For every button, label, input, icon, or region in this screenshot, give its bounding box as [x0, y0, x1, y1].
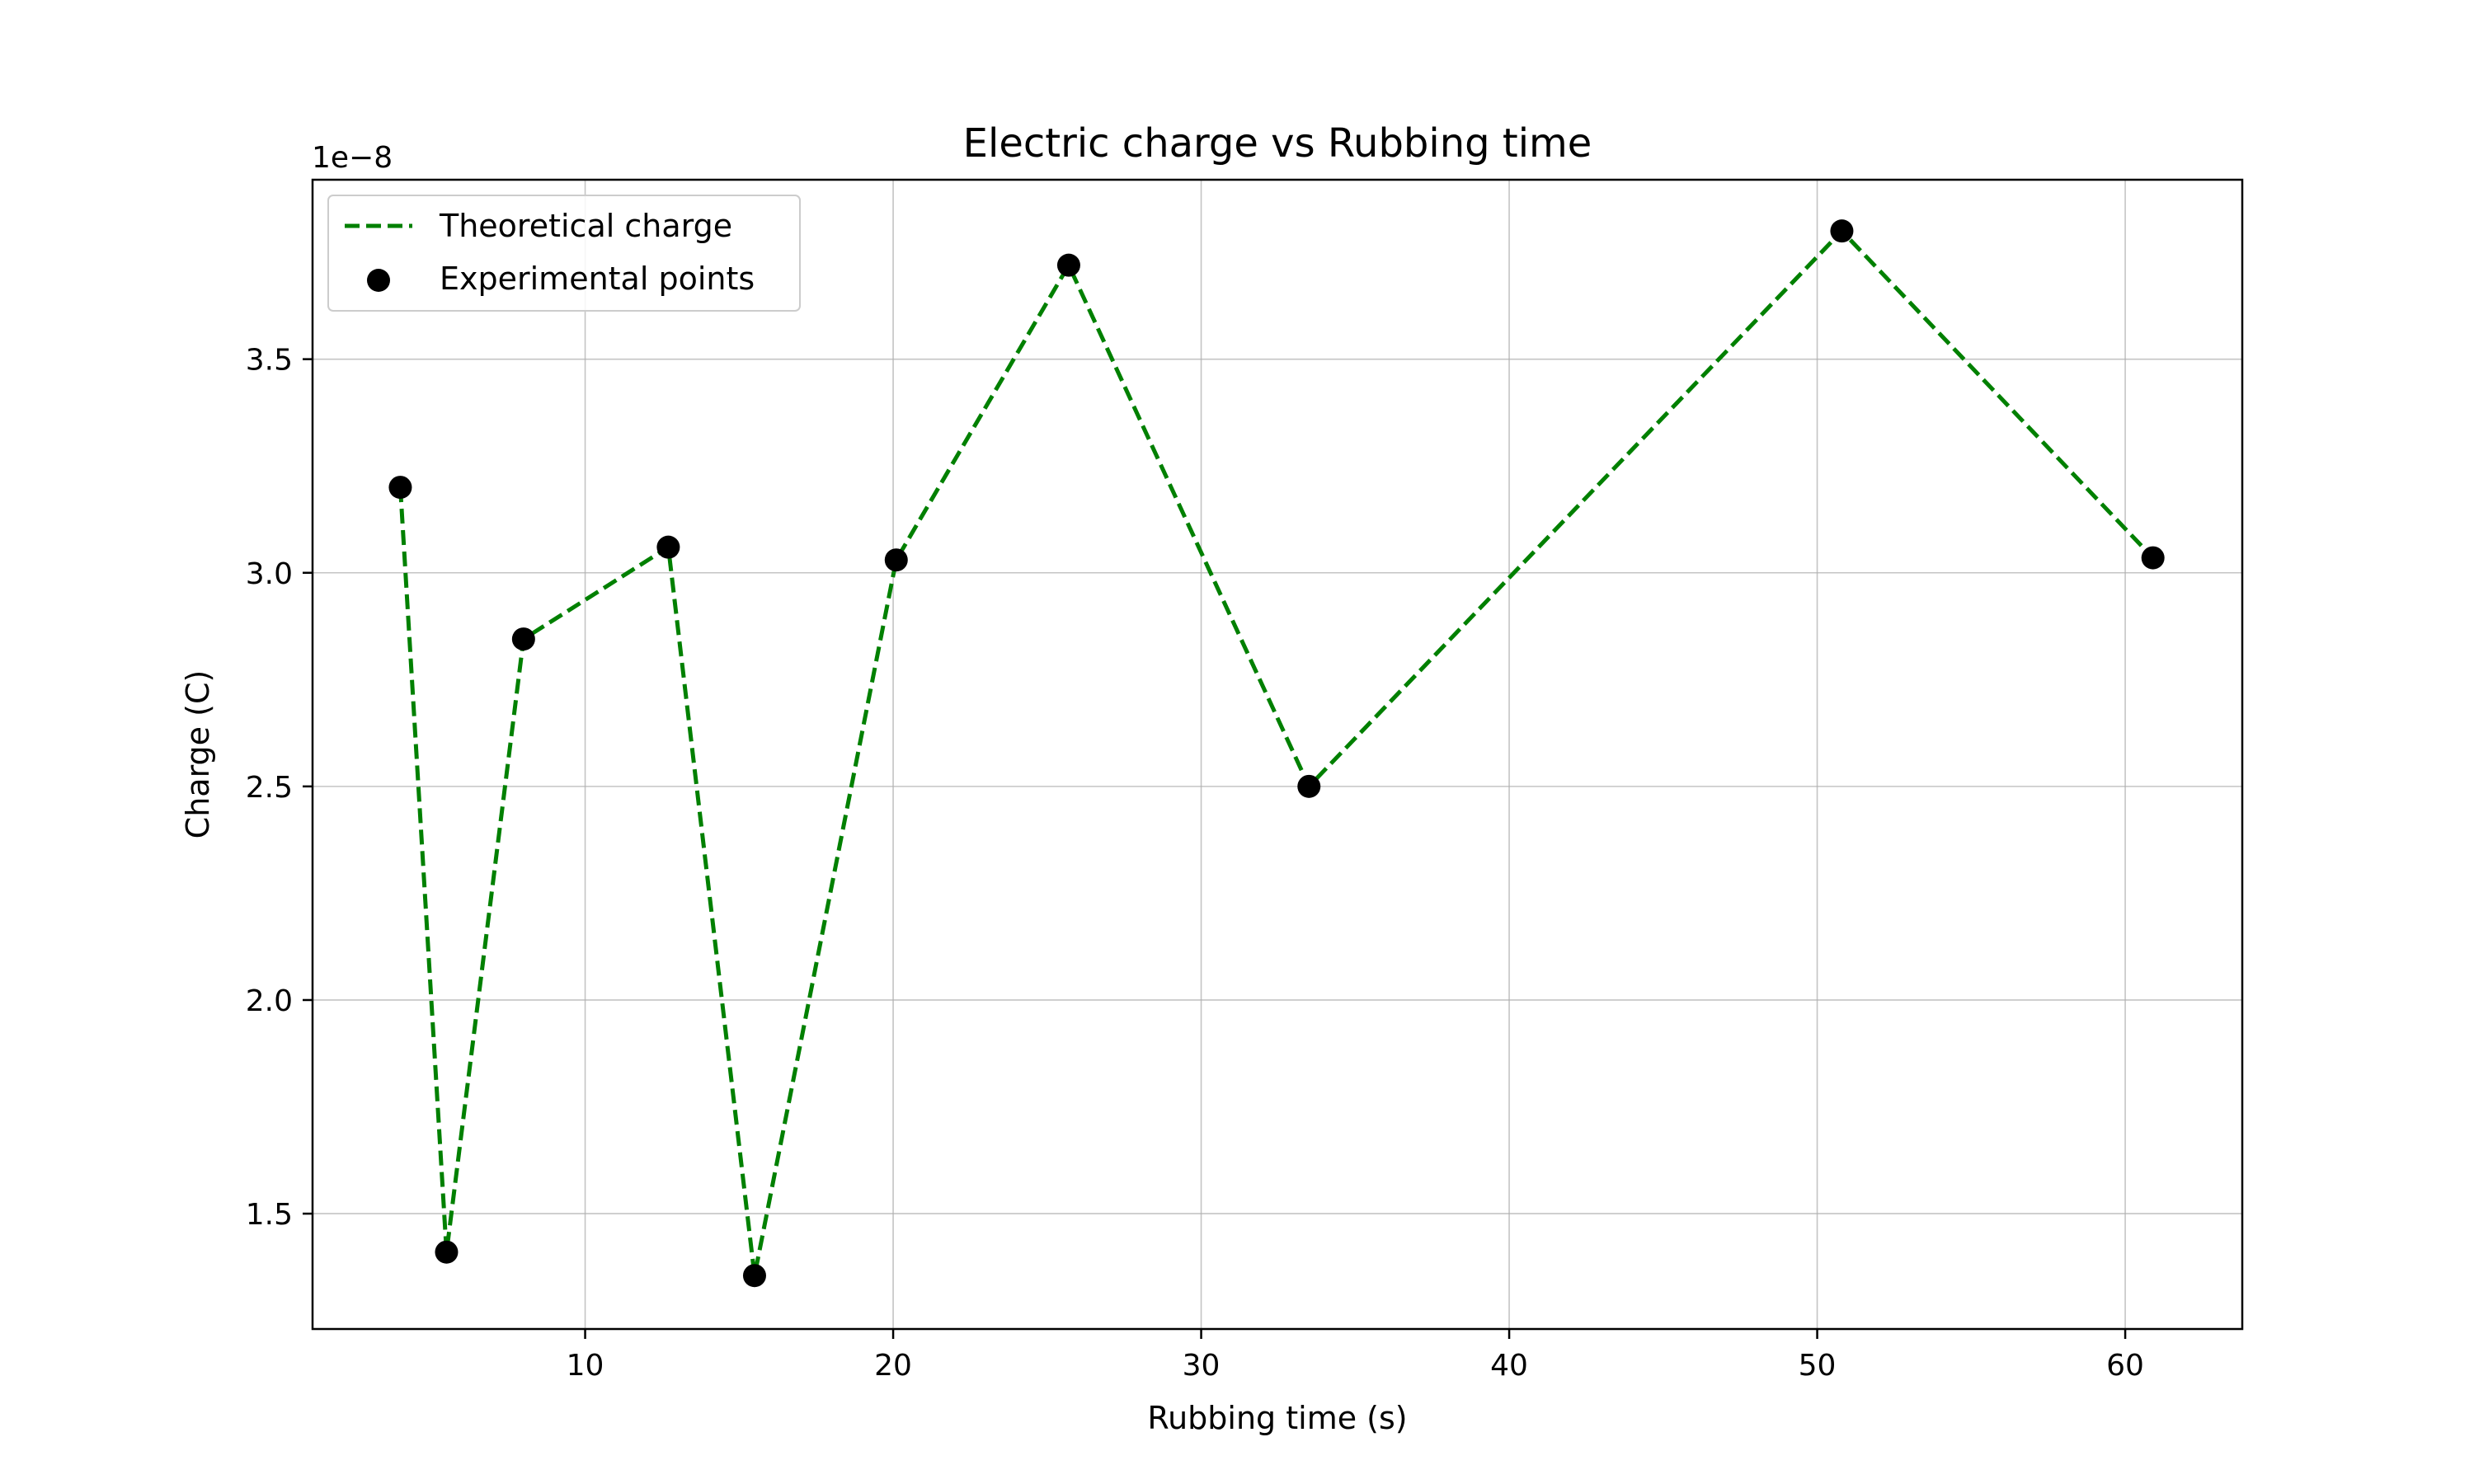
plot-frame	[311, 178, 2244, 1331]
y-tick-label: 3.0	[246, 557, 293, 591]
x-tick-label: 60	[2106, 1349, 2144, 1383]
experimental-point	[884, 548, 908, 572]
y-offset-label: 1e−8	[312, 141, 393, 175]
experimental-point	[511, 627, 535, 651]
plot-series	[388, 219, 2165, 1288]
y-tick-label: 3.5	[246, 344, 293, 378]
y-axis-label: Charge (C)	[180, 670, 216, 839]
legend-label-theoretical: Theoretical charge	[439, 208, 732, 244]
y-tick-label: 2.0	[246, 984, 293, 1018]
legend-marker-swatch	[367, 269, 390, 292]
experimental-point	[742, 1264, 766, 1288]
axis-ticks: 10 20 30 40 50 60 1.5 2.0 2.5 3.0 3.5	[246, 344, 2144, 1383]
grid-lines	[313, 180, 2242, 1329]
x-axis-label: Rubbing time (s)	[1147, 1400, 1407, 1436]
chart-title: Electric charge vs Rubbing time	[963, 120, 1592, 167]
experimental-point	[2141, 546, 2165, 570]
legend-label-experimental: Experimental points	[440, 261, 755, 297]
experimental-point	[1830, 219, 1854, 243]
experimental-point	[435, 1240, 459, 1264]
x-tick-label: 40	[1490, 1349, 1528, 1383]
experimental-point	[1297, 774, 1321, 798]
x-tick-label: 50	[1799, 1349, 1837, 1383]
experimental-point	[656, 535, 680, 559]
y-tick-label: 1.5	[246, 1198, 293, 1232]
y-tick-label: 2.5	[246, 771, 293, 805]
legend-box	[327, 195, 801, 312]
experimental-point	[1056, 253, 1080, 277]
x-tick-label: 30	[1183, 1349, 1221, 1383]
x-tick-label: 20	[874, 1349, 912, 1383]
experimental-point	[388, 476, 412, 500]
x-tick-label: 10	[567, 1349, 604, 1383]
legend: Theoretical charge Experimental points	[327, 195, 801, 312]
theoretical-charge-line	[397, 228, 2155, 1278]
